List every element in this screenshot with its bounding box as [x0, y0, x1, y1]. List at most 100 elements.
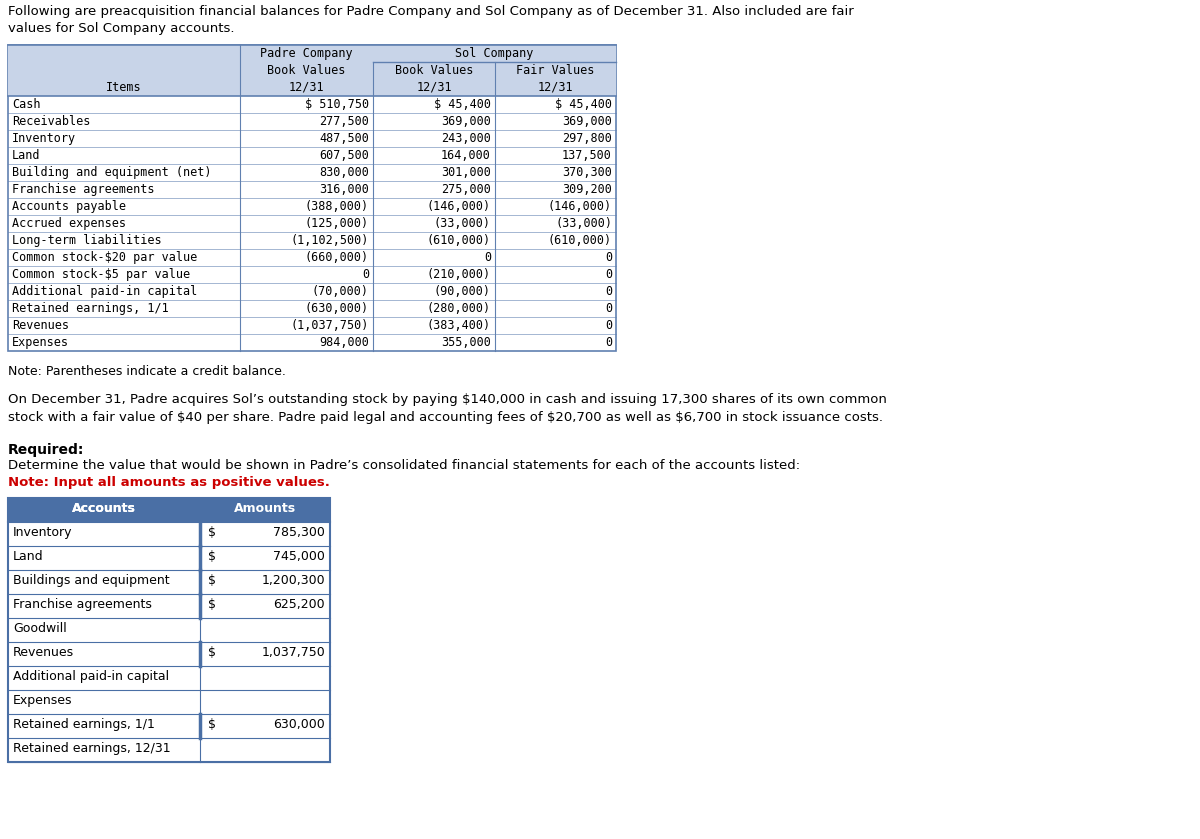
- Text: Receivables: Receivables: [12, 115, 90, 128]
- Text: Note: Input all amounts as positive values.: Note: Input all amounts as positive valu…: [8, 476, 330, 489]
- Text: 625,200: 625,200: [274, 598, 325, 611]
- Text: 297,800: 297,800: [562, 132, 612, 145]
- Text: Note: Parentheses indicate a credit balance.: Note: Parentheses indicate a credit bala…: [8, 365, 286, 378]
- Text: (146,000): (146,000): [548, 200, 612, 213]
- Text: $: $: [208, 718, 216, 731]
- Text: Cash: Cash: [12, 98, 41, 111]
- Text: Fair Values: Fair Values: [516, 64, 595, 77]
- Bar: [8, 498, 330, 762]
- Text: 12/31: 12/31: [538, 81, 574, 94]
- Text: Book Values: Book Values: [268, 64, 346, 77]
- Text: 1,037,750: 1,037,750: [262, 646, 325, 659]
- Text: Land: Land: [13, 550, 43, 563]
- Bar: [8, 498, 330, 522]
- Text: Additional paid-in capital: Additional paid-in capital: [13, 670, 169, 683]
- Text: Accounts payable: Accounts payable: [12, 200, 126, 213]
- Text: 12/31: 12/31: [416, 81, 452, 94]
- Text: (280,000): (280,000): [427, 302, 491, 315]
- Text: (33,000): (33,000): [554, 217, 612, 230]
- Text: 164,000: 164,000: [442, 149, 491, 162]
- Text: Common stock-$5 par value: Common stock-$5 par value: [12, 268, 190, 281]
- Text: Sol Company: Sol Company: [455, 47, 534, 60]
- Text: Expenses: Expenses: [13, 694, 72, 707]
- Text: 355,000: 355,000: [442, 336, 491, 349]
- Text: 137,500: 137,500: [562, 149, 612, 162]
- Text: On December 31, Padre acquires Sol’s outstanding stock by paying $140,000 in cas: On December 31, Padre acquires Sol’s out…: [8, 393, 887, 406]
- Text: (383,400): (383,400): [427, 319, 491, 332]
- Text: Common stock-$20 par value: Common stock-$20 par value: [12, 251, 197, 264]
- Text: $: $: [208, 526, 216, 539]
- Text: Determine the value that would be shown in Padre’s consolidated financial statem: Determine the value that would be shown …: [8, 459, 800, 472]
- Text: $: $: [208, 574, 216, 587]
- Text: 0: 0: [605, 319, 612, 332]
- Text: 830,000: 830,000: [319, 166, 370, 179]
- Bar: [8, 45, 616, 351]
- Text: 369,000: 369,000: [442, 115, 491, 128]
- Text: 984,000: 984,000: [319, 336, 370, 349]
- Text: Accounts: Accounts: [72, 502, 136, 515]
- Text: Franchise agreements: Franchise agreements: [13, 598, 152, 611]
- Text: (146,000): (146,000): [427, 200, 491, 213]
- Text: values for Sol Company accounts.: values for Sol Company accounts.: [8, 22, 234, 35]
- Text: 785,300: 785,300: [274, 526, 325, 539]
- Text: Additional paid-in capital: Additional paid-in capital: [12, 285, 197, 298]
- Text: Expenses: Expenses: [12, 336, 70, 349]
- Text: $ 510,750: $ 510,750: [305, 98, 370, 111]
- Text: 0: 0: [605, 285, 612, 298]
- Text: Revenues: Revenues: [12, 319, 70, 332]
- Text: 487,500: 487,500: [319, 132, 370, 145]
- Text: 0: 0: [605, 336, 612, 349]
- Text: $ 45,400: $ 45,400: [554, 98, 612, 111]
- Text: Revenues: Revenues: [13, 646, 74, 659]
- Text: (33,000): (33,000): [434, 217, 491, 230]
- Text: 0: 0: [605, 268, 612, 281]
- Text: stock with a fair value of $40 per share. Padre paid legal and accounting fees o: stock with a fair value of $40 per share…: [8, 411, 883, 424]
- Text: 0: 0: [605, 251, 612, 264]
- Text: Goodwill: Goodwill: [13, 622, 67, 635]
- Text: Required:: Required:: [8, 443, 84, 457]
- Text: 607,500: 607,500: [319, 149, 370, 162]
- Text: $: $: [208, 646, 216, 659]
- Text: 309,200: 309,200: [562, 183, 612, 196]
- Bar: [8, 45, 616, 96]
- Text: 0: 0: [605, 302, 612, 315]
- Text: (210,000): (210,000): [427, 268, 491, 281]
- Text: Items: Items: [106, 81, 142, 94]
- Text: 316,000: 316,000: [319, 183, 370, 196]
- Text: 630,000: 630,000: [274, 718, 325, 731]
- Text: 370,300: 370,300: [562, 166, 612, 179]
- Text: (70,000): (70,000): [312, 285, 370, 298]
- Text: (90,000): (90,000): [434, 285, 491, 298]
- Text: Long-term liabilities: Long-term liabilities: [12, 234, 162, 247]
- Text: $ 45,400: $ 45,400: [434, 98, 491, 111]
- Text: $: $: [208, 598, 216, 611]
- Text: (1,102,500): (1,102,500): [290, 234, 370, 247]
- Text: 0: 0: [484, 251, 491, 264]
- Text: Padre Company: Padre Company: [260, 47, 353, 60]
- Text: (125,000): (125,000): [305, 217, 370, 230]
- Text: 745,000: 745,000: [274, 550, 325, 563]
- Text: (1,037,750): (1,037,750): [290, 319, 370, 332]
- Text: Inventory: Inventory: [13, 526, 72, 539]
- Text: (610,000): (610,000): [427, 234, 491, 247]
- Text: 369,000: 369,000: [562, 115, 612, 128]
- Text: Land: Land: [12, 149, 41, 162]
- Text: 0: 0: [362, 268, 370, 281]
- Text: Retained earnings, 12/31: Retained earnings, 12/31: [13, 742, 170, 755]
- Text: 275,000: 275,000: [442, 183, 491, 196]
- Text: Following are preacquisition financial balances for Padre Company and Sol Compan: Following are preacquisition financial b…: [8, 5, 853, 18]
- Text: (388,000): (388,000): [305, 200, 370, 213]
- Text: Buildings and equipment: Buildings and equipment: [13, 574, 169, 587]
- Text: 12/31: 12/31: [289, 81, 324, 94]
- Text: 301,000: 301,000: [442, 166, 491, 179]
- Text: Accrued expenses: Accrued expenses: [12, 217, 126, 230]
- Text: 277,500: 277,500: [319, 115, 370, 128]
- Text: Building and equipment (net): Building and equipment (net): [12, 166, 211, 179]
- Text: 1,200,300: 1,200,300: [262, 574, 325, 587]
- Text: Book Values: Book Values: [395, 64, 473, 77]
- Text: 243,000: 243,000: [442, 132, 491, 145]
- Text: Franchise agreements: Franchise agreements: [12, 183, 155, 196]
- Text: Amounts: Amounts: [234, 502, 296, 515]
- Text: (660,000): (660,000): [305, 251, 370, 264]
- Text: (610,000): (610,000): [548, 234, 612, 247]
